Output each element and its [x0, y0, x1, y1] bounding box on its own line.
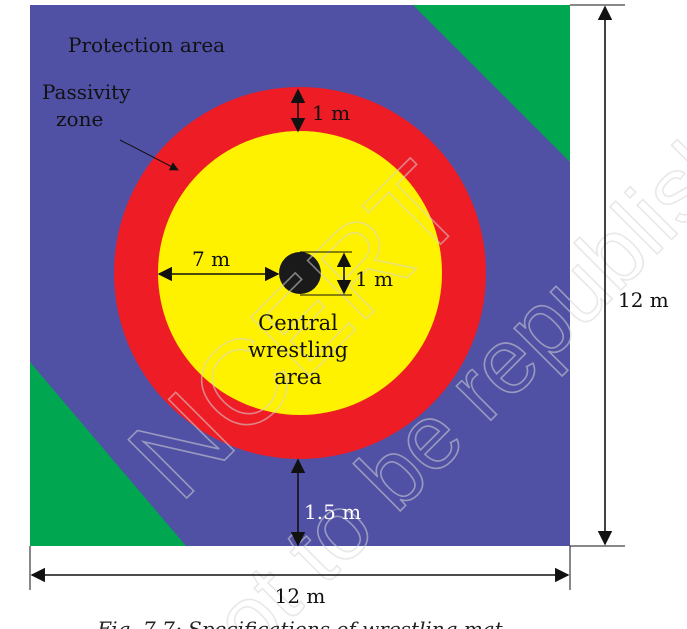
- protection-width-label: 1.5 m: [304, 500, 361, 524]
- band-width-label: 1 m: [312, 101, 350, 125]
- figure-caption: Fig. 7.7: Specifications of wrestling ma…: [96, 617, 503, 629]
- protection-area-label: Protection area: [68, 33, 225, 57]
- central-area-label-line1: Central: [258, 311, 338, 335]
- center-circle-label: 1 m: [355, 267, 393, 291]
- right-length-label: 12 m: [618, 288, 669, 312]
- radius-label: 7 m: [192, 247, 230, 271]
- bottom-length-label: 12 m: [275, 584, 326, 608]
- central-area-label-line3: area: [274, 365, 322, 389]
- central-area-label-line2: wrestling: [248, 338, 348, 362]
- passivity-zone-label-line1: Passivity: [42, 80, 131, 104]
- passivity-zone-label-line2: zone: [56, 107, 103, 131]
